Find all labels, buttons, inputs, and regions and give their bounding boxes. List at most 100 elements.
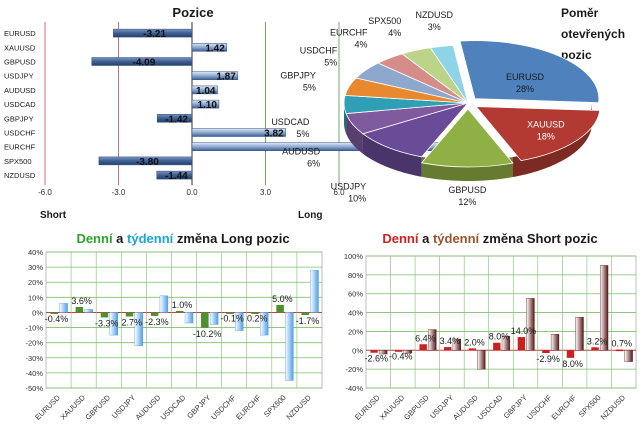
short-plot-area bbox=[365, 255, 637, 389]
data-label: 14.0% bbox=[511, 326, 537, 336]
data-label: 0.2% bbox=[247, 314, 268, 324]
positions-category-label: EURUSD bbox=[4, 29, 36, 38]
positions-value-label: -1.44 bbox=[165, 171, 188, 182]
daily-bar bbox=[444, 347, 452, 351]
weekly-bar bbox=[575, 317, 584, 351]
x-tick-label: EURUSD bbox=[33, 393, 62, 422]
long-plot-area bbox=[45, 251, 323, 389]
y-tick-label: -20% bbox=[25, 339, 43, 348]
weekly-bar bbox=[59, 303, 68, 313]
pie-title-line2: otevřených bbox=[561, 27, 625, 41]
data-label: 2.7% bbox=[122, 318, 143, 328]
positions-x-tick: 6.0 bbox=[333, 188, 345, 197]
weekly-bar bbox=[285, 312, 294, 381]
pie-title-line3: pozic bbox=[561, 48, 592, 62]
y-tick-label: 0% bbox=[32, 308, 43, 317]
daily-bar bbox=[226, 312, 234, 314]
x-tick-label: EURCHF bbox=[550, 393, 579, 422]
positions-category-label: EURCHF bbox=[4, 143, 36, 152]
positions-value-label: 1.10 bbox=[197, 100, 217, 111]
x-tick-label: EURCHF bbox=[234, 393, 263, 422]
pie-slice bbox=[429, 44, 469, 104]
y-tick-label: 80% bbox=[348, 271, 363, 280]
pie-slice-label: AUDUSD bbox=[282, 147, 321, 157]
pie-slice bbox=[475, 106, 601, 162]
daily-bar bbox=[175, 310, 184, 313]
weekly-bar bbox=[624, 350, 633, 362]
pie-slice-pct: 4% bbox=[355, 40, 368, 50]
weekly-bar bbox=[84, 309, 93, 313]
daily-bar bbox=[566, 350, 575, 358]
pie-slice-label: USDCHF bbox=[300, 46, 338, 56]
y-tick-label: 60% bbox=[348, 290, 363, 299]
open-positions-pie: Poměr otevřených pozic EURUSD 28% XAUUSD 18… bbox=[271, 6, 625, 207]
pie-slice-label: USDJPY bbox=[331, 182, 367, 192]
daily-bar bbox=[251, 312, 259, 314]
data-label: -10.2% bbox=[193, 329, 222, 339]
daily-bar bbox=[125, 312, 134, 317]
data-label: 1.0% bbox=[172, 300, 193, 310]
positions-chart: Pozice Short Long EURUSD XAUUSD GBPUSD USDJ… bbox=[4, 5, 489, 221]
daily-bar bbox=[100, 312, 109, 318]
pie-slice-label: SPX500 bbox=[368, 16, 401, 26]
y-tick-label: -50% bbox=[25, 384, 43, 393]
positions-x-tick: -3.0 bbox=[112, 188, 126, 197]
pie-slice-pct: 28% bbox=[516, 84, 534, 94]
data-label: 3.4% bbox=[440, 336, 461, 346]
y-tick-label: -20% bbox=[345, 365, 363, 374]
data-label: -2.6% bbox=[365, 354, 389, 364]
pie-slice-label: EURCHF bbox=[330, 28, 368, 38]
y-tick-label: 0% bbox=[352, 346, 363, 355]
pie-slice-side bbox=[362, 133, 422, 177]
data-label: -0.1% bbox=[220, 314, 244, 324]
pie-slice-pct: 4% bbox=[388, 28, 401, 38]
positions-category-label: SPX500 bbox=[4, 157, 32, 166]
pie-slice bbox=[420, 108, 514, 168]
x-tick-label: USDCHF bbox=[209, 393, 238, 422]
daily-bar bbox=[591, 347, 599, 351]
positions-value-label: 3.82 bbox=[264, 129, 284, 140]
pie-slice-pct: 5% bbox=[324, 58, 337, 68]
data-label: 2.0% bbox=[464, 337, 485, 347]
positions-value-label: -1.42 bbox=[165, 114, 188, 125]
daily-bar bbox=[201, 312, 209, 328]
pie-slice-label: EURUSD bbox=[506, 72, 545, 82]
weekly-bar bbox=[599, 265, 609, 351]
positions-bar bbox=[98, 156, 193, 166]
positions-bar bbox=[191, 128, 286, 137]
pie-slice-pct: 10% bbox=[348, 194, 366, 204]
positions-category-label: USDCAD bbox=[4, 100, 36, 109]
positions-bar bbox=[91, 57, 193, 66]
daily-bar bbox=[468, 348, 476, 351]
daily-bar bbox=[276, 304, 284, 313]
positions-title: Pozice bbox=[172, 5, 213, 20]
x-tick-label: USDCAD bbox=[159, 393, 188, 422]
positions-category-label: GBPUSD bbox=[4, 58, 36, 67]
pie-title-line1: Poměr bbox=[561, 6, 599, 20]
weekly-bar bbox=[550, 334, 560, 351]
weekly-bar bbox=[428, 329, 437, 351]
pie-slice-pct: 18% bbox=[537, 132, 555, 142]
daily-bar bbox=[493, 342, 501, 351]
positions-x-tick: 3.0 bbox=[260, 188, 272, 197]
weekly-bar bbox=[526, 298, 535, 351]
positions-category-label: AUDUSD bbox=[4, 86, 36, 95]
y-tick-label: -10% bbox=[25, 324, 43, 333]
pie-slice-pct: 6% bbox=[307, 159, 320, 169]
positions-value-label: -4.09 bbox=[132, 58, 155, 69]
pie-slice-label: GBPJPY bbox=[280, 70, 316, 80]
x-tick-label: USDCAD bbox=[476, 393, 505, 422]
x-tick-label: GBPJPY bbox=[185, 393, 212, 420]
y-tick-label: 40% bbox=[348, 309, 363, 318]
positions-category-label: USDCHF bbox=[4, 129, 36, 138]
daily-bar bbox=[517, 337, 526, 351]
x-tick-label: GBPUSD bbox=[83, 393, 112, 422]
y-tick-label: 20% bbox=[348, 327, 363, 336]
y-tick-label: 40% bbox=[28, 248, 43, 257]
positions-x-tick: -6.0 bbox=[38, 188, 52, 197]
positions-value-label: 1.04 bbox=[196, 86, 216, 97]
weekly-bar bbox=[310, 269, 319, 313]
positions-bar bbox=[156, 170, 193, 180]
x-tick-label: AUDUSD bbox=[451, 393, 480, 422]
